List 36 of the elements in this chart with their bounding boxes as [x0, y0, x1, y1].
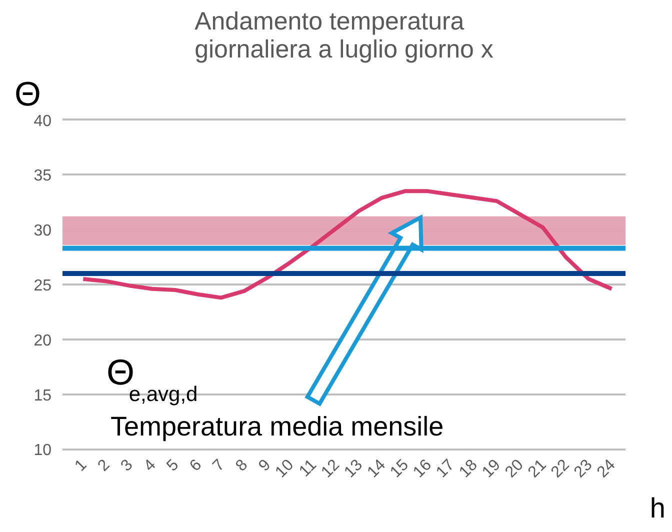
x-tick-label: 19 [479, 456, 504, 482]
x-tick-label: 6 [186, 456, 206, 475]
x-tick-label: 18 [456, 456, 481, 482]
x-tick-label: 4 [140, 456, 160, 475]
y-tick-label: 30 [34, 222, 52, 240]
x-tick-label: 13 [341, 456, 366, 482]
x-tick-label: 16 [410, 456, 436, 482]
x-tick-label: 11 [296, 456, 320, 480]
x-tick-label: 1 [72, 456, 90, 475]
y-axis-title: Θ [14, 76, 41, 114]
y-tick-label: 15 [34, 387, 52, 404]
x-tick-label: 8 [232, 456, 252, 475]
x-tick-label: 23 [571, 456, 596, 482]
x-tick-label: 12 [318, 456, 344, 482]
x-tick-label: 5 [164, 456, 182, 475]
x-tick-label: 10 [272, 456, 298, 482]
x-tick-label: 9 [256, 456, 274, 475]
y-tick-label: 35 [34, 168, 52, 185]
y-tick-label: 10 [34, 442, 52, 460]
x-tick-label: 14 [364, 456, 390, 482]
x-tick-label: 20 [502, 456, 527, 482]
y-tick-label: 40 [34, 112, 52, 130]
x-tick-label: 24 [594, 456, 619, 482]
line-series [81, 189, 614, 300]
x-tick-label: 15 [387, 456, 412, 482]
y-tick-label: 25 [34, 278, 52, 294]
x-tick-label: 2 [94, 456, 114, 475]
x-tick-label: 3 [118, 456, 136, 475]
x-tick-label: 17 [433, 456, 458, 482]
x-tick-label: 22 [548, 456, 573, 482]
annotation: Temperatura media mensile [110, 411, 444, 442]
chart-title: Andamento temperatura giornaliera a luglio giorno x [194, 8, 494, 64]
y-tick-label: 20 [34, 332, 52, 350]
x-axis-title: h [650, 492, 666, 524]
x-tick-label: 7 [210, 456, 228, 475]
x-tick-label: 21 [525, 456, 550, 482]
